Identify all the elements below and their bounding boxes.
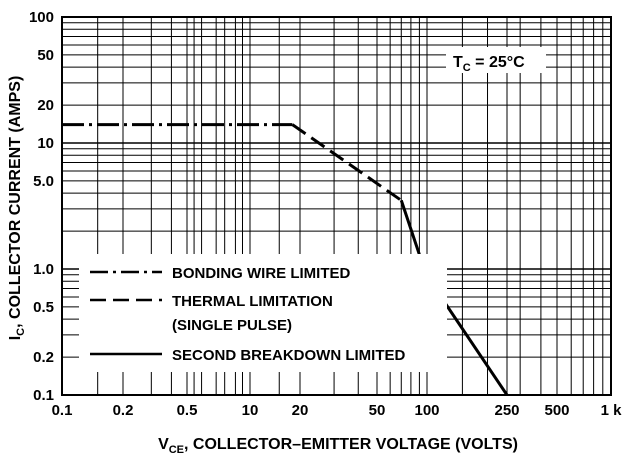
y-tick-label: 50 — [37, 47, 54, 64]
x-tick-label: 50 — [369, 402, 386, 419]
y-tick-label: 10 — [37, 135, 54, 152]
x-axis-label-rest: , COLLECTOR–EMITTER VOLTAGE (VOLTS) — [184, 436, 518, 453]
y-axis-label-rest: , COLLECTOR CURRENT (AMPS) — [7, 76, 24, 328]
x-tick-label: 250 — [494, 402, 519, 419]
x-tick-label: 100 — [414, 402, 439, 419]
y-axis-label-main: I — [7, 336, 24, 340]
y-axis-label: IC, COLLECTOR CURRENT (AMPS) — [7, 76, 27, 341]
legend-label-bonding: BONDING WIRE LIMITED — [172, 265, 350, 282]
legend-label-thermal: THERMAL LIMITATION — [172, 293, 333, 310]
y-tick-label: 0.5 — [33, 299, 54, 316]
x-tick-label: 500 — [544, 402, 569, 419]
x-tick-label: 10 — [242, 402, 259, 419]
legend-box — [79, 254, 447, 372]
annotation-text: TC = 25°C — [453, 54, 525, 74]
legend-label-single-pulse: (SINGLE PULSE) — [172, 317, 292, 334]
annotation-main: T — [453, 54, 463, 71]
x-tick-label: 0.1 — [52, 402, 73, 419]
y-tick-labels: 100 50 20 10 5.0 1.0 0.5 0.2 0.1 — [29, 9, 54, 404]
x-tick-label: 0.5 — [177, 402, 198, 419]
y-tick-label: 1.0 — [33, 261, 54, 278]
y-axis-label-sub: C — [15, 328, 27, 336]
y-tick-label: 0.2 — [33, 349, 54, 366]
x-axis-label-sub: CE — [169, 444, 184, 456]
y-tick-label: 100 — [29, 9, 54, 26]
annotation-rest: = 25°C — [471, 54, 525, 71]
legend-label-second-breakdown: SECOND BREAKDOWN LIMITED — [172, 347, 405, 364]
y-tick-label: 0.1 — [33, 387, 54, 404]
x-axis-label: VCE, COLLECTOR–EMITTER VOLTAGE (VOLTS) — [158, 436, 518, 456]
x-axis-label-main: V — [158, 436, 169, 453]
x-tick-label: 1 k — [601, 402, 623, 419]
x-tick-label: 20 — [292, 402, 309, 419]
legend: BONDING WIRE LIMITED THERMAL LIMITATION … — [79, 254, 447, 372]
plot-frame — [61, 16, 612, 396]
x-tick-label: 0.2 — [113, 402, 134, 419]
annotation-box — [446, 47, 546, 73]
annotation-sub: C — [463, 62, 471, 74]
y-tick-label: 5.0 — [33, 173, 54, 190]
y-tick-label: 20 — [37, 97, 54, 114]
x-tick-labels: 0.1 0.2 0.5 10 20 50 100 250 500 1 k — [52, 402, 623, 419]
